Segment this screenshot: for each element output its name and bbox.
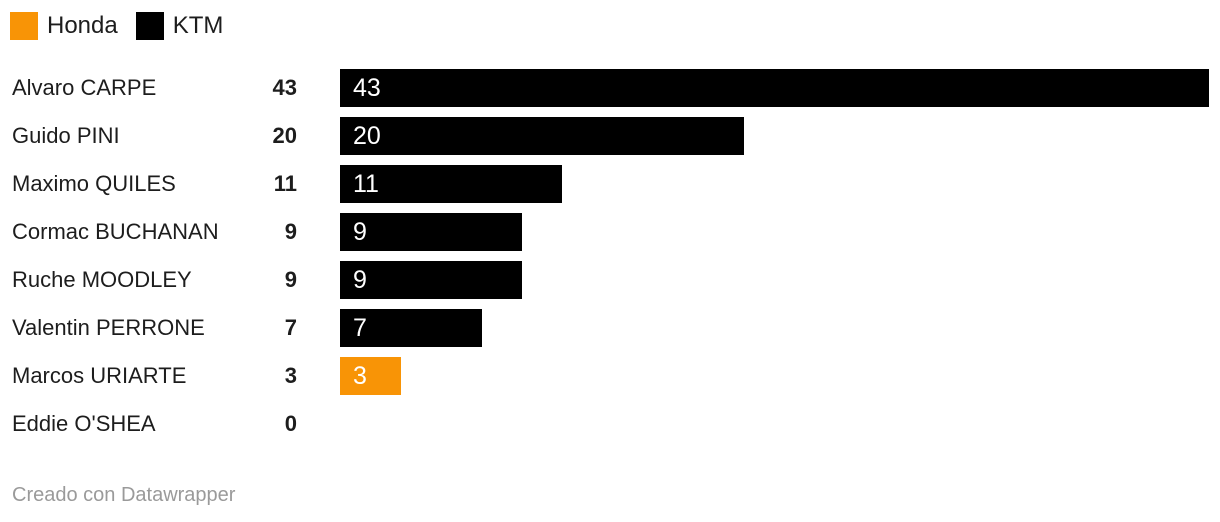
points-bar-chart: Alvaro CARPE 43 43 Guido PINI 20 20 Maximo QUI…	[0, 64, 1220, 448]
points-bar: 3	[340, 357, 401, 395]
points-bar: 7	[340, 309, 482, 347]
row-header: Valentin PERRONE 7	[12, 315, 297, 341]
legend-color-swatch-honda	[10, 12, 38, 40]
bar-track: 9	[340, 261, 1220, 299]
rider-name-label: Marcos URIARTE	[12, 363, 187, 388]
bar-value-label: 43	[353, 73, 381, 102]
rider-name-label: Maximo QUILES	[12, 171, 176, 196]
legend-label-ktm: KTM	[172, 12, 224, 39]
row-header: Cormac BUCHANAN 9	[12, 219, 297, 245]
chart-row: Alvaro CARPE 43 43	[0, 64, 1220, 112]
points-bar: 9	[340, 213, 522, 251]
legend-label-honda: Honda	[47, 12, 118, 39]
points-bar: 43	[340, 69, 1209, 107]
row-header: Ruche MOODLEY 9	[12, 267, 297, 293]
row-header: Marcos URIARTE 3	[12, 363, 297, 389]
rider-name-label: Valentin PERRONE	[12, 315, 205, 340]
chart-row: Eddie O'SHEA 0	[0, 400, 1220, 448]
chart-row: Ruche MOODLEY 9 9	[0, 256, 1220, 304]
chart-row: Valentin PERRONE 7 7	[0, 304, 1220, 352]
legend-item-ktm: KTM	[135, 12, 224, 40]
rider-name-label: Ruche MOODLEY	[12, 267, 192, 292]
bar-track: 3	[340, 357, 1220, 395]
rider-name-label: Eddie O'SHEA	[12, 411, 156, 436]
bar-value-label: 9	[353, 217, 367, 246]
bar-track: 43	[340, 69, 1220, 107]
row-header: Alvaro CARPE 43	[12, 75, 297, 101]
rider-points-value: 7	[284, 315, 297, 340]
rider-name-label: Guido PINI	[12, 123, 120, 148]
row-header: Eddie O'SHEA 0	[12, 411, 297, 437]
bar-track: 20	[340, 117, 1220, 155]
bar-track	[340, 405, 1220, 443]
points-bar: 20	[340, 117, 745, 155]
bar-value-label: 9	[353, 265, 367, 294]
bar-track: 11	[340, 165, 1220, 203]
bar-track: 9	[340, 213, 1220, 251]
rider-name-label: Alvaro CARPE	[12, 75, 157, 100]
points-bar: 11	[340, 165, 563, 203]
bar-value-label: 3	[353, 361, 367, 390]
legend-item-honda: Honda	[10, 12, 118, 40]
chart-row: Cormac BUCHANAN 9 9	[0, 208, 1220, 256]
row-header: Maximo QUILES 11	[12, 171, 297, 197]
rider-points-value: 0	[284, 411, 297, 436]
rider-points-value: 20	[272, 123, 297, 148]
bar-value-label: 7	[353, 313, 367, 342]
bar-value-label: 20	[353, 121, 381, 150]
row-header: Guido PINI 20	[12, 123, 297, 149]
rider-points-value: 11	[273, 171, 297, 196]
chart-legend: Honda KTM	[10, 12, 223, 40]
legend-color-swatch-ktm	[135, 12, 164, 40]
rider-points-value: 9	[284, 219, 297, 244]
chart-row: Guido PINI 20 20	[0, 112, 1220, 160]
rider-points-value: 9	[284, 267, 297, 292]
bar-value-label: 11	[353, 169, 379, 198]
rider-name-label: Cormac BUCHANAN	[12, 219, 219, 244]
datawrapper-credit-link[interactable]: Creado con Datawrapper	[12, 484, 236, 506]
chart-row: Marcos URIARTE 3 3	[0, 352, 1220, 400]
rider-points-value: 43	[272, 75, 297, 100]
rider-points-value: 3	[284, 363, 297, 388]
chart-row: Maximo QUILES 11 11	[0, 160, 1220, 208]
bar-track: 7	[340, 309, 1220, 347]
points-bar: 9	[340, 261, 522, 299]
